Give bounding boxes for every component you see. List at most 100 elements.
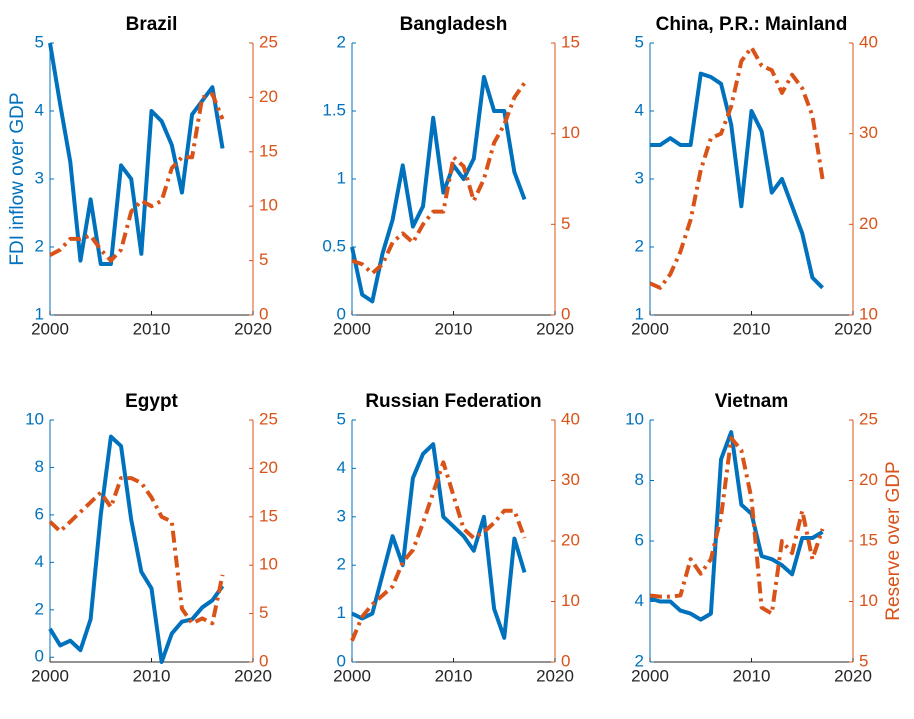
fdi-line xyxy=(350,75,527,304)
y2-tick-label: 20 xyxy=(859,214,878,233)
x-tick-label: 2010 xyxy=(733,666,771,685)
y-tick-label: 4 xyxy=(337,458,346,477)
y2-tick-label: 25 xyxy=(259,32,278,51)
y2-tick-label: 0 xyxy=(259,651,268,670)
y2-tick-label: 20 xyxy=(259,87,278,106)
y-tick-label: 2 xyxy=(635,236,644,255)
x-tick-label: 2010 xyxy=(435,319,473,338)
y2-tick-label: 5 xyxy=(561,214,570,233)
x-tick-label: 2010 xyxy=(133,319,171,338)
y-tick-label: 3 xyxy=(35,168,44,187)
chart-title: Vietnam xyxy=(715,391,789,412)
y-tick-label: 1 xyxy=(635,304,644,323)
x-tick-label: 2000 xyxy=(631,319,669,338)
chart-title: Egypt xyxy=(125,391,178,412)
chart-title: Russian Federation xyxy=(365,391,541,412)
y2-tick-label: 15 xyxy=(259,506,278,525)
y2-tick-label: 20 xyxy=(259,458,278,477)
y-tick-label: 2 xyxy=(337,555,346,574)
x-tick-label: 2020 xyxy=(234,666,272,685)
x-tick-label: 2020 xyxy=(536,319,574,338)
reserve-line xyxy=(49,92,225,263)
fdi-line xyxy=(48,434,225,664)
reserve-line xyxy=(48,476,225,626)
x-tick-label: 2020 xyxy=(834,319,872,338)
y-tick-label: 2 xyxy=(635,651,644,670)
y-tick-label: 6 xyxy=(35,504,44,523)
y2-tick-label: 15 xyxy=(859,530,878,549)
y2-tick-label: 30 xyxy=(859,123,878,142)
y-tick-label: 10 xyxy=(625,409,644,428)
x-tick-label: 2010 xyxy=(133,666,171,685)
y2-tick-label: 0 xyxy=(259,304,268,323)
y2-tick-label: 15 xyxy=(259,141,278,160)
y2-tick-label: 0 xyxy=(561,651,570,670)
y2-axis-label: Reserve over GDP xyxy=(883,461,904,620)
y-tick-label: 3 xyxy=(635,168,644,187)
reserve-line xyxy=(649,45,825,290)
y2-tick-label: 10 xyxy=(259,196,278,215)
y-tick-label: 4 xyxy=(635,591,644,610)
y-tick-label: 4 xyxy=(35,100,44,119)
y-tick-label: 4 xyxy=(635,100,644,119)
y-tick-label: 0 xyxy=(337,651,346,670)
y-tick-label: 1 xyxy=(337,168,346,187)
y2-tick-label: 10 xyxy=(259,555,278,574)
y-tick-label: 6 xyxy=(635,530,644,549)
x-tick-label: 2010 xyxy=(435,666,473,685)
y-tick-label: 2 xyxy=(337,32,346,51)
y-tick-label: 8 xyxy=(635,470,644,489)
y2-tick-label: 20 xyxy=(561,530,580,549)
y2-tick-label: 10 xyxy=(859,304,878,323)
y2-tick-label: 40 xyxy=(561,409,580,428)
y2-tick-label: 40 xyxy=(859,32,878,51)
y-tick-label: 8 xyxy=(35,457,44,476)
y2-tick-label: 5 xyxy=(859,651,868,670)
x-tick-label: 2000 xyxy=(333,666,371,685)
x-tick-label: 2000 xyxy=(31,666,69,685)
y2-tick-label: 30 xyxy=(561,470,580,489)
y2-tick-label: 10 xyxy=(859,591,878,610)
x-tick-label: 2010 xyxy=(733,319,771,338)
y2-tick-label: 20 xyxy=(859,470,878,489)
y2-tick-label: 5 xyxy=(259,250,268,269)
y-tick-label: 4 xyxy=(35,552,44,571)
y-tick-label: 0 xyxy=(337,304,346,323)
y2-tick-label: 15 xyxy=(561,32,580,51)
fdi-line xyxy=(650,71,824,290)
y-tick-label: 5 xyxy=(35,32,44,51)
x-tick-label: 2000 xyxy=(333,319,371,338)
y-tick-label: 5 xyxy=(337,409,346,428)
fdi-line xyxy=(649,430,824,622)
y-tick-label: 1.5 xyxy=(322,100,346,119)
y-tick-label: 0 xyxy=(35,647,44,666)
y-tick-label: 10 xyxy=(25,409,44,428)
x-tick-label: 2000 xyxy=(31,319,69,338)
chart-title: Brazil xyxy=(126,14,178,35)
reserve-line xyxy=(350,460,527,642)
x-tick-label: 2020 xyxy=(536,666,574,685)
y-tick-label: 0.5 xyxy=(322,236,346,255)
x-tick-label: 2000 xyxy=(631,666,669,685)
chart-title: Bangladesh xyxy=(400,14,508,35)
y2-tick-label: 10 xyxy=(561,123,580,142)
y-tick-label: 1 xyxy=(337,603,346,622)
reserve-line xyxy=(351,81,527,276)
y-axis-label: FDI inflow over GDP xyxy=(7,92,28,265)
y2-tick-label: 0 xyxy=(561,304,570,323)
y2-tick-label: 5 xyxy=(259,603,268,622)
y2-tick-label: 25 xyxy=(259,409,278,428)
fdi-line xyxy=(48,42,225,266)
x-tick-label: 2020 xyxy=(234,319,272,338)
y-tick-label: 2 xyxy=(35,599,44,618)
y2-tick-label: 25 xyxy=(859,409,878,428)
y-tick-label: 3 xyxy=(337,506,346,525)
x-tick-label: 2020 xyxy=(834,666,872,685)
chart-title: China, P.R.: Mainland xyxy=(656,14,848,35)
y-tick-label: 5 xyxy=(635,32,644,51)
y-tick-label: 1 xyxy=(35,304,44,323)
y-tick-label: 2 xyxy=(35,236,44,255)
y2-tick-label: 10 xyxy=(561,591,580,610)
reserve-line xyxy=(649,436,825,616)
